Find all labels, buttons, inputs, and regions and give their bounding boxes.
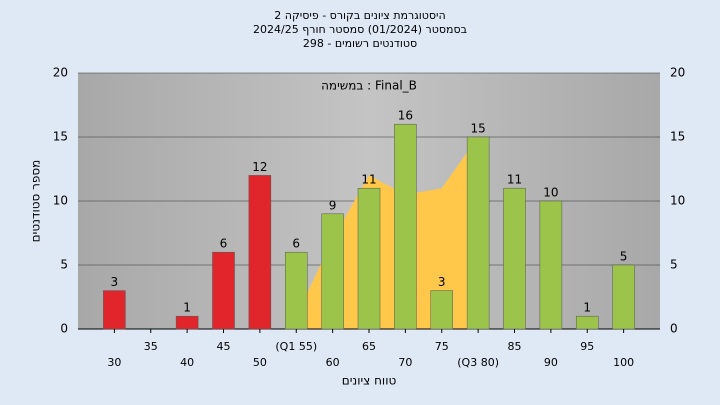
x-tick-label: 50 (253, 356, 267, 369)
bar (503, 187, 526, 330)
x-tick-label: (Q3 80) (457, 356, 499, 369)
value-label: 3 (438, 275, 446, 289)
value-label: 6 (292, 237, 300, 251)
y-tick-label: 20 (53, 66, 68, 80)
value-label: 6 (220, 237, 228, 251)
y-axis-label: מספר סטודנטים (29, 160, 43, 243)
bar (248, 175, 272, 330)
bar (539, 200, 563, 330)
value-label: 11 (507, 173, 522, 187)
x-tick-label: 60 (326, 356, 340, 369)
value-label: 16 (398, 109, 413, 123)
annotation: במשימה : Final_B (321, 79, 417, 93)
x-tick-label: 40 (180, 356, 194, 369)
bar (357, 187, 381, 330)
bar (576, 315, 599, 330)
x-tick-label: 65 (362, 340, 376, 353)
y2-tick-label: 10 (670, 194, 685, 208)
bar (612, 264, 635, 330)
bar (175, 315, 199, 330)
value-label: 1 (183, 301, 191, 315)
x-tick-label: 45 (217, 340, 231, 353)
chart-subtitle: בסמסטר (01/2024) סמסטר חורף 2024/25 (253, 23, 467, 36)
value-label: 12 (252, 160, 267, 174)
x-tick-label: 90 (544, 356, 558, 369)
chart-title: היסטוגרמת ציונים בקורס - פיסיקה 2 (274, 9, 445, 22)
value-label: 15 (470, 122, 485, 136)
x-axis-label: טווח ציונים (342, 374, 397, 388)
chart-subtitle: סטודנטים רשומים - 298 (303, 37, 417, 50)
value-label: 10 (543, 186, 558, 200)
bar (466, 136, 490, 330)
x-tick-label: 85 (508, 340, 522, 353)
y2-tick-label: 20 (670, 66, 685, 80)
bar (103, 290, 126, 330)
x-tick-label: 35 (144, 340, 158, 353)
bar (212, 251, 235, 330)
y2-tick-label: 15 (670, 130, 685, 144)
bar (285, 251, 308, 330)
y-tick-label: 15 (53, 130, 68, 144)
value-label: 11 (361, 173, 376, 187)
x-tick-label: 75 (435, 340, 449, 353)
y2-tick-label: 0 (670, 322, 678, 336)
x-tick-label: 30 (107, 356, 121, 369)
bar (321, 213, 344, 330)
value-label: 1 (583, 301, 591, 315)
y2-tick-label: 5 (670, 258, 678, 272)
bar (430, 290, 453, 330)
y-tick-label: 5 (60, 258, 68, 272)
value-label: 3 (111, 275, 119, 289)
value-label: 5 (620, 250, 628, 264)
y-tick-label: 10 (53, 194, 68, 208)
y-tick-label: 0 (60, 322, 68, 336)
value-label: 9 (329, 198, 337, 212)
x-tick-label: 95 (580, 340, 594, 353)
bar (394, 123, 417, 330)
x-tick-label: 100 (613, 356, 634, 369)
x-tick-label: 70 (398, 356, 412, 369)
x-tick-label: (Q1 55) (275, 340, 317, 353)
